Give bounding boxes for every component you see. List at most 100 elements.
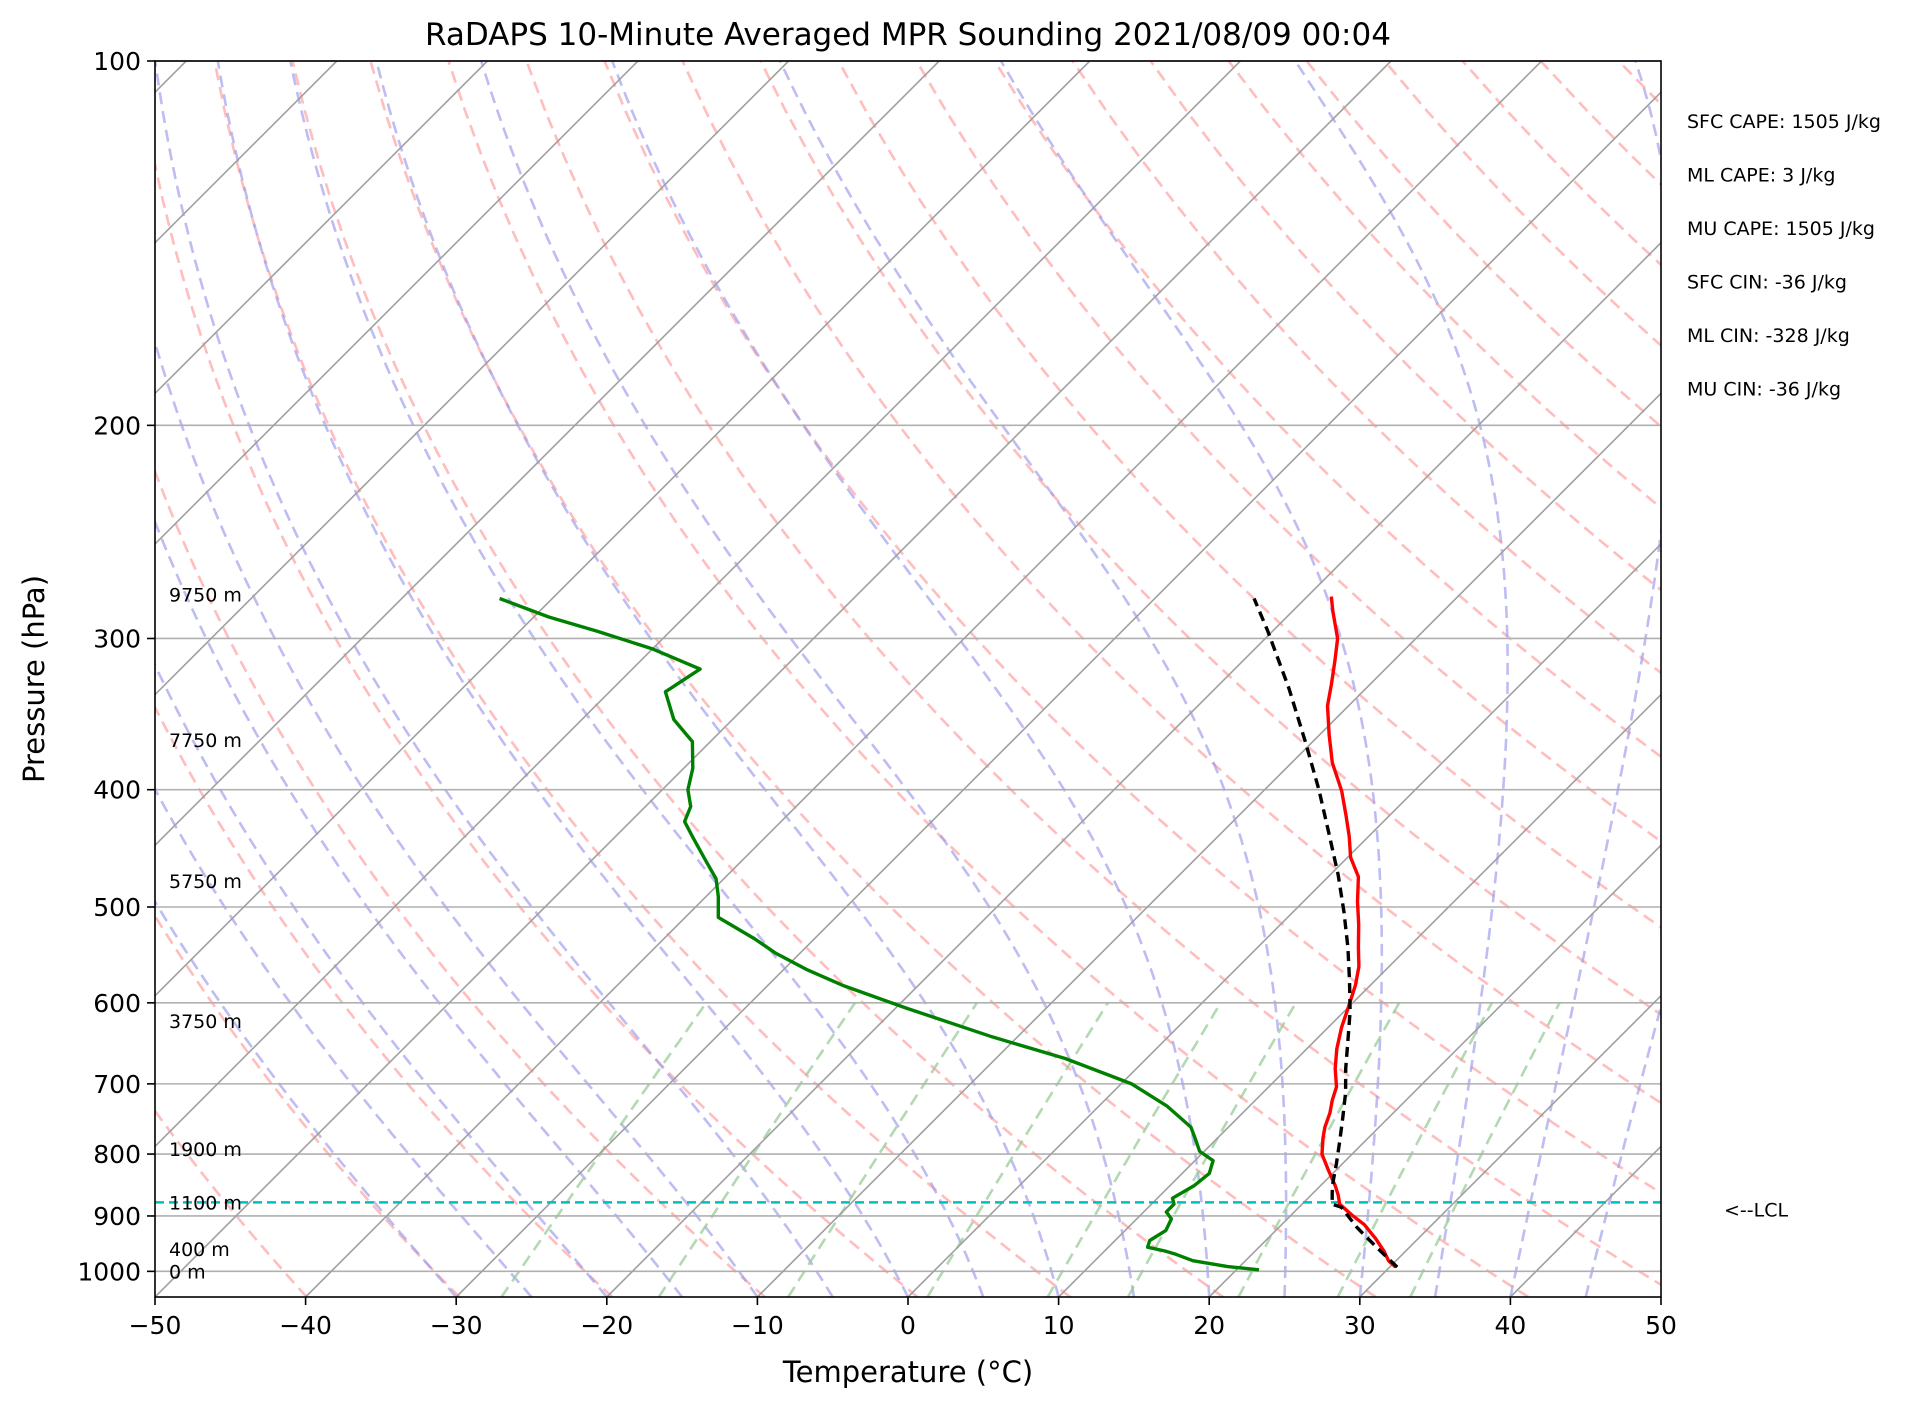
moist-adiabat xyxy=(1584,1001,1661,1297)
x-axis-label: Temperature (°C) xyxy=(782,1355,1033,1389)
isotherm-line xyxy=(305,61,1543,1297)
y-tick-label: 700 xyxy=(93,1070,141,1099)
dry-adiabat xyxy=(681,61,1661,1105)
stat-line: ML CAPE: 3 J/kg xyxy=(1687,165,1835,187)
mixing-ratio-line xyxy=(1126,1002,1298,1297)
height-label: 3750 m xyxy=(169,1011,242,1033)
stat-line: SFC CIN: -36 J/kg xyxy=(1687,272,1847,294)
y-tick-label: 1000 xyxy=(77,1257,141,1286)
y-tick-label: 300 xyxy=(93,624,141,653)
moist-adiabat xyxy=(1294,61,1509,1297)
dewpoint-line xyxy=(499,596,1260,1272)
dry-adiabat xyxy=(155,158,919,1297)
x-tick-label: −10 xyxy=(731,1311,784,1340)
moist-adiabat xyxy=(155,518,684,1297)
isotherm-line xyxy=(155,61,940,847)
stat-line: MU CIN: -36 J/kg xyxy=(1687,379,1841,401)
isotherm-lines xyxy=(155,61,1661,1297)
height-labels: 9750 m 7750 m 5750 m 3750 m 1900 m 1100 m 400 … xyxy=(169,585,242,1284)
isotherm-line xyxy=(606,241,1661,1297)
x-tick-label: 0 xyxy=(900,1311,916,1340)
moist-adiabat xyxy=(155,899,458,1297)
x-tick-label: −40 xyxy=(279,1311,332,1340)
dry-adiabat xyxy=(291,61,1224,1297)
isotherm-line xyxy=(1058,693,1661,1297)
stats-panel: SFC CAPE: 1505 J/kg ML CAPE: 3 J/kg MU CAP… xyxy=(1687,111,1881,401)
series-lines xyxy=(499,596,1399,1272)
dry-adiabat xyxy=(447,61,1530,1297)
height-label: 1900 m xyxy=(169,1139,242,1161)
y-tick-label: 400 xyxy=(93,776,141,805)
dry-adiabat xyxy=(0,61,1,1297)
parcel-profile-line xyxy=(1252,597,1399,1269)
y-axis-label: Pressure (hPa) xyxy=(17,575,51,783)
height-label: 1100 m xyxy=(169,1192,242,1214)
height-label: 5750 m xyxy=(169,871,242,893)
background-lines xyxy=(0,61,1661,1297)
moist-adiabat xyxy=(1509,61,1661,1297)
isotherm-line xyxy=(155,61,488,395)
dry-adiabat xyxy=(155,467,766,1297)
horizontal-gridlines xyxy=(155,60,1661,1273)
mixing-ratio-line xyxy=(787,1002,978,1297)
isotherm-line xyxy=(1509,1145,1661,1297)
y-tick-label: 100 xyxy=(93,47,141,76)
mixing-ratio-line xyxy=(1336,1002,1494,1297)
height-label: 400 m xyxy=(169,1239,230,1261)
dry-adiabat xyxy=(1617,61,1661,107)
isotherm-line xyxy=(1359,994,1661,1297)
x-tick-label: −50 xyxy=(129,1311,182,1340)
dry-adiabat xyxy=(759,61,1661,1017)
x-axis-ticks: −50 −40 −30 −20 −10 0 10 20 30 40 50 xyxy=(129,1297,1677,1340)
y-tick-label: 200 xyxy=(93,411,141,440)
isotherm-line xyxy=(455,91,1661,1297)
y-tick-label: 600 xyxy=(93,989,141,1018)
moist-adiabat xyxy=(479,61,1136,1297)
moist-adiabat xyxy=(999,61,1384,1297)
y-axis-ticks: 100 200 300 400 500 600 700 800 900 1000 xyxy=(77,47,155,1286)
lcl-group: <--LCL xyxy=(155,1199,1788,1221)
isotherm-line xyxy=(155,61,639,546)
moist-adiabat xyxy=(155,786,533,1297)
x-tick-label: 50 xyxy=(1645,1311,1677,1340)
mixing-ratio-line xyxy=(1409,1002,1561,1297)
dry-adiabat xyxy=(1461,61,1661,267)
moist-adiabat xyxy=(155,337,759,1297)
y-tick-label: 500 xyxy=(93,893,141,922)
mixing-ratio-line xyxy=(926,1002,1109,1297)
mixing-ratio-line xyxy=(657,1002,857,1297)
isotherm-line xyxy=(907,542,1661,1297)
x-tick-label: 30 xyxy=(1344,1311,1376,1340)
moist-adiabat xyxy=(155,61,834,1297)
moist-adiabat xyxy=(375,61,1060,1297)
isotherm-line xyxy=(155,61,1091,997)
mixing-ratio-line xyxy=(1046,1002,1222,1297)
dry-adiabat xyxy=(1071,61,1661,675)
isotherm-line xyxy=(155,61,1241,1148)
dry-adiabat xyxy=(369,61,1377,1297)
isotherm-line xyxy=(1660,1295,1661,1297)
isotherm-line xyxy=(756,392,1661,1297)
isotherm-line xyxy=(155,61,790,696)
height-label: 0 m xyxy=(169,1261,206,1283)
mixing-ratio-line xyxy=(1237,1002,1401,1297)
chart-title: RaDAPS 10-Minute Averaged MPR Sounding 2… xyxy=(425,17,1391,53)
dry-adiabat xyxy=(155,704,614,1297)
stat-line: MU CAPE: 1505 J/kg xyxy=(1687,218,1875,240)
dry-adiabat xyxy=(155,913,461,1297)
mixing-ratio-line xyxy=(500,1002,708,1297)
x-tick-label: 10 xyxy=(1043,1311,1075,1340)
x-tick-label: 20 xyxy=(1193,1311,1225,1340)
height-label: 7750 m xyxy=(169,730,242,752)
dry-adiabat xyxy=(1305,61,1661,429)
stat-line: ML CIN: -328 J/kg xyxy=(1687,325,1850,347)
x-tick-label: 40 xyxy=(1494,1311,1526,1340)
moist-adiabat xyxy=(216,61,910,1297)
height-label: 9750 m xyxy=(169,585,242,607)
isotherm-line xyxy=(1208,844,1661,1297)
moist-adiabat xyxy=(289,61,985,1297)
moist-adiabat xyxy=(155,662,608,1297)
dry-adiabat xyxy=(1383,61,1661,348)
dry-adiabat xyxy=(213,61,1072,1297)
